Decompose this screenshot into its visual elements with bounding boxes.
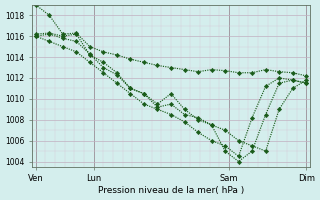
X-axis label: Pression niveau de la mer( hPa ): Pression niveau de la mer( hPa ) (98, 186, 244, 195)
